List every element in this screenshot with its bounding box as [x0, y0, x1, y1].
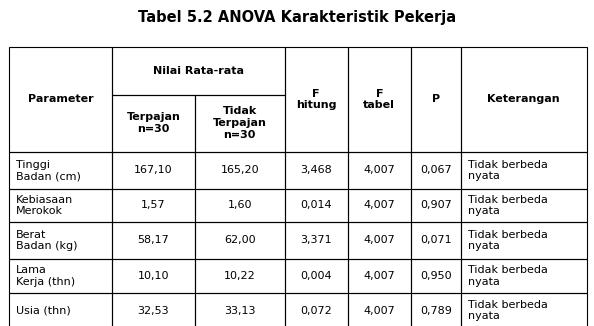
Text: 10,10: 10,10 — [138, 271, 169, 281]
Bar — [285, 293, 347, 326]
Text: 4,007: 4,007 — [364, 165, 395, 175]
Text: 0,014: 0,014 — [301, 200, 332, 210]
Text: 4,007: 4,007 — [364, 271, 395, 281]
Bar — [411, 189, 461, 222]
Text: Lama
Kerja (thn): Lama Kerja (thn) — [16, 265, 75, 287]
Text: 10,22: 10,22 — [224, 271, 255, 281]
Bar — [112, 152, 195, 189]
Text: Tidak berbeda
nyata: Tidak berbeda nyata — [468, 159, 548, 181]
Text: Tabel 5.2 ANOVA Karakteristik Pekerja: Tabel 5.2 ANOVA Karakteristik Pekerja — [138, 10, 456, 25]
Text: Keterangan: Keterangan — [488, 95, 560, 104]
Bar — [461, 152, 587, 189]
Bar — [285, 152, 347, 189]
Bar — [9, 152, 112, 189]
Text: 0,789: 0,789 — [420, 305, 451, 316]
Bar — [461, 47, 587, 152]
Text: Nilai Rata-rata: Nilai Rata-rata — [153, 66, 244, 76]
Text: 4,007: 4,007 — [364, 305, 395, 316]
Text: Tinggi
Badan (cm): Tinggi Badan (cm) — [16, 159, 81, 181]
Text: 0,067: 0,067 — [420, 165, 451, 175]
Bar — [285, 47, 347, 152]
Bar — [9, 189, 112, 222]
Text: Terpajan
n=30: Terpajan n=30 — [127, 112, 181, 134]
Text: 58,17: 58,17 — [138, 235, 169, 245]
Bar — [195, 152, 285, 189]
Bar — [195, 293, 285, 326]
Text: P: P — [432, 95, 440, 104]
Bar — [195, 189, 285, 222]
Bar — [112, 47, 285, 95]
Text: 1,60: 1,60 — [228, 200, 252, 210]
Bar — [347, 293, 411, 326]
Text: 33,13: 33,13 — [224, 305, 255, 316]
Text: 4,007: 4,007 — [364, 200, 395, 210]
Text: 0,071: 0,071 — [420, 235, 451, 245]
Bar — [411, 47, 461, 152]
Bar — [195, 259, 285, 293]
Bar — [195, 95, 285, 152]
Bar — [411, 259, 461, 293]
Text: F
hitung: F hitung — [296, 89, 336, 110]
Bar — [461, 259, 587, 293]
Bar — [461, 293, 587, 326]
Bar — [112, 259, 195, 293]
Bar — [411, 293, 461, 326]
Bar — [9, 259, 112, 293]
Text: 62,00: 62,00 — [224, 235, 255, 245]
Bar — [9, 47, 112, 152]
Text: Kebiasaan
Merokok: Kebiasaan Merokok — [16, 195, 73, 216]
Text: 0,072: 0,072 — [301, 305, 332, 316]
Bar — [347, 189, 411, 222]
Bar — [461, 189, 587, 222]
Bar — [411, 152, 461, 189]
Text: 4,007: 4,007 — [364, 235, 395, 245]
Bar — [285, 259, 347, 293]
Bar — [112, 222, 195, 259]
Bar — [411, 222, 461, 259]
Text: 165,20: 165,20 — [220, 165, 259, 175]
Text: Tidak berbeda
nyata: Tidak berbeda nyata — [468, 195, 548, 216]
Bar — [347, 152, 411, 189]
Text: 3,468: 3,468 — [301, 165, 332, 175]
Bar — [347, 47, 411, 152]
Bar — [285, 189, 347, 222]
Text: 32,53: 32,53 — [138, 305, 169, 316]
Text: Berat
Badan (kg): Berat Badan (kg) — [16, 230, 78, 251]
Text: Tidak
Terpajan
n=30: Tidak Terpajan n=30 — [213, 107, 267, 140]
Bar — [461, 222, 587, 259]
Text: 0,907: 0,907 — [420, 200, 451, 210]
Text: 0,004: 0,004 — [301, 271, 332, 281]
Bar — [112, 95, 195, 152]
Text: Tidak berbeda
nyata: Tidak berbeda nyata — [468, 265, 548, 287]
Text: 167,10: 167,10 — [134, 165, 173, 175]
Bar — [112, 189, 195, 222]
Text: 3,371: 3,371 — [301, 235, 332, 245]
Text: Tidak berbeda
nyata: Tidak berbeda nyata — [468, 300, 548, 321]
Text: Tidak berbeda
nyata: Tidak berbeda nyata — [468, 230, 548, 251]
Bar — [9, 222, 112, 259]
Bar — [347, 222, 411, 259]
Bar — [9, 293, 112, 326]
Text: Usia (thn): Usia (thn) — [16, 305, 71, 316]
Bar — [347, 259, 411, 293]
Bar — [195, 222, 285, 259]
Bar — [112, 293, 195, 326]
Text: 1,57: 1,57 — [141, 200, 166, 210]
Text: F
tabel: F tabel — [364, 89, 395, 110]
Bar — [285, 222, 347, 259]
Text: 0,950: 0,950 — [420, 271, 451, 281]
Text: Parameter: Parameter — [27, 95, 93, 104]
